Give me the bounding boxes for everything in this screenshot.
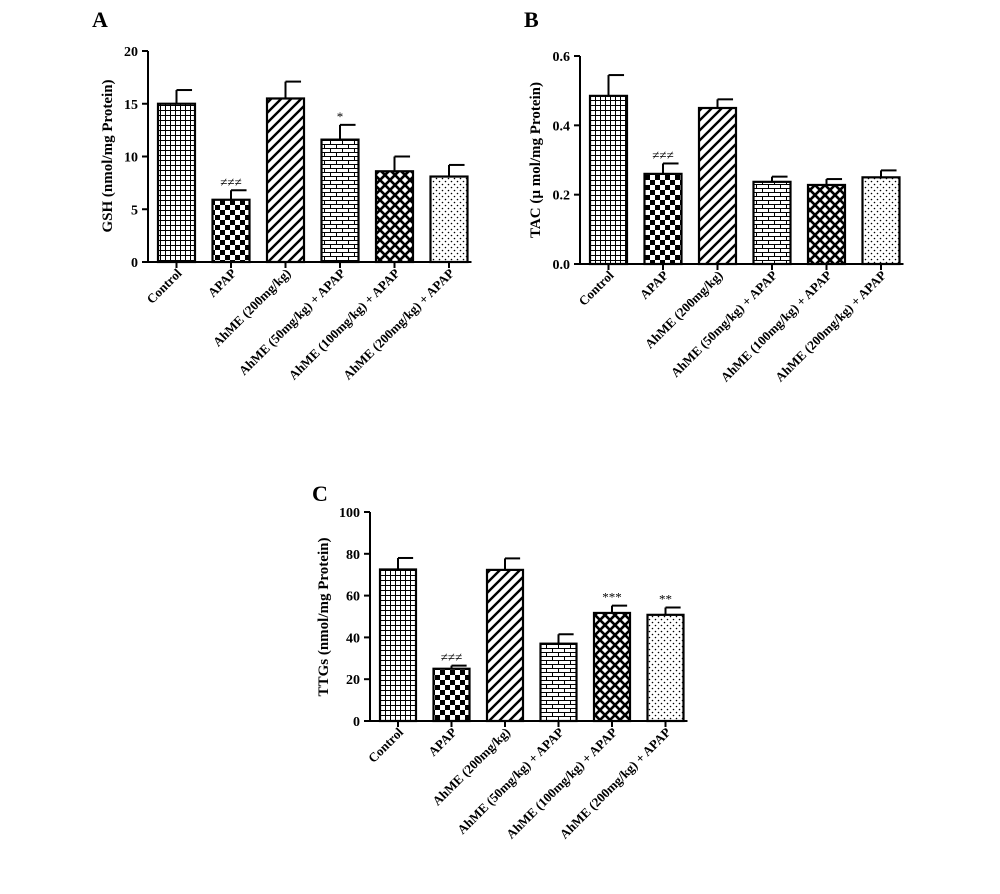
bar-6 — [429, 175, 469, 264]
significance-annotation: * — [337, 109, 344, 124]
y-tick-label: 80 — [346, 548, 360, 563]
category-label: APAP — [425, 724, 459, 758]
bar-3 — [265, 97, 306, 264]
category-label: Control — [144, 265, 185, 306]
category-label: AhME (50mg/kg) + APAP — [236, 265, 348, 377]
bar-4 — [752, 180, 792, 266]
y-tick-label: 0.4 — [553, 119, 571, 134]
panel-letter-c: C — [312, 481, 328, 506]
category-label: Control — [576, 267, 617, 308]
category-label: AhME (50mg/kg) + APAP — [668, 267, 780, 379]
y-axis-label-b: TAC (µ mol/mg Protein) — [528, 82, 544, 238]
category-label: AhME (100mg/kg) + APAP — [718, 267, 835, 384]
significance-annotation: ≠≠≠ — [441, 650, 462, 665]
category-label: APAP — [205, 265, 239, 299]
panel-a: A GSH (nmol/mg Protein) 0 5 10 15 20 Control A… — [92, 7, 472, 383]
y-tick-label: 5 — [131, 203, 138, 218]
bar-1 — [588, 94, 629, 266]
y-tick-label: 15 — [124, 98, 138, 113]
bar-1 — [156, 102, 197, 264]
category-label: AhME (50mg/kg) + APAP — [454, 724, 566, 836]
bar-4 — [539, 642, 578, 723]
y-tick-label: 0 — [131, 256, 138, 271]
significance-annotation: ≠≠≠ — [652, 147, 673, 162]
bar-6 — [861, 176, 901, 266]
significance-annotation: ≠≠≠ — [220, 174, 241, 189]
significance-annotation: *** — [602, 590, 622, 605]
y-tick-label: 0 — [353, 715, 360, 730]
category-label: AhME (200mg/kg) + APAP — [772, 267, 889, 384]
bar-3 — [485, 568, 525, 723]
y-axis-label-a: GSH (nmol/mg Protein) — [100, 79, 116, 232]
category-label: AhME (200mg/kg) + APAP — [340, 265, 457, 382]
bar-5 — [806, 183, 847, 266]
significance-annotation: ** — [659, 592, 672, 607]
y-axis-label-c: TTGs (nmol/mg Protein) — [316, 538, 332, 697]
bar-2 — [643, 172, 683, 266]
bar-3 — [697, 106, 738, 266]
bar-5 — [374, 170, 415, 264]
chart-area-c: 0 20 40 60 80 100 Control APAP ≠≠≠ AhME (200mg/kg… — [339, 506, 688, 842]
bar-2 — [211, 198, 251, 264]
bar-2 — [432, 667, 471, 723]
bar-6 — [646, 613, 685, 723]
category-label: AhME (100mg/kg) + APAP — [503, 724, 620, 841]
bar-1 — [378, 568, 418, 723]
y-tick-label: 10 — [124, 151, 138, 166]
category-label: AhME (100mg/kg) + APAP — [286, 265, 403, 382]
panel-letter-b: B — [524, 7, 539, 32]
y-tick-label: 0.2 — [553, 189, 571, 204]
y-tick-label: 40 — [346, 631, 360, 646]
bar-4 — [320, 138, 360, 264]
panel-b: B TAC (µ mol/mg Protein) 0.0 0.2 0.4 0.6 Con… — [524, 7, 904, 385]
y-tick-label: 20 — [346, 673, 360, 688]
y-tick-label: 0.0 — [553, 258, 571, 273]
chart-area-b: 0.0 0.2 0.4 0.6 Control APAP ≠≠≠ AhME (200mg/kg… — [553, 50, 904, 385]
category-label: AhME (200mg/kg) + APAP — [557, 724, 674, 841]
y-tick-label: 0.6 — [553, 50, 571, 65]
y-tick-label: 60 — [346, 590, 360, 605]
category-label: APAP — [637, 267, 671, 301]
bar-5 — [592, 611, 632, 723]
y-tick-label: 20 — [124, 45, 138, 60]
category-label: Control — [365, 724, 406, 765]
panel-c: C TTGs (nmol/mg Protein) 0 20 40 60 80 100 Con… — [312, 481, 688, 842]
panel-letter-a: A — [92, 7, 108, 32]
y-tick-label: 100 — [339, 506, 360, 521]
